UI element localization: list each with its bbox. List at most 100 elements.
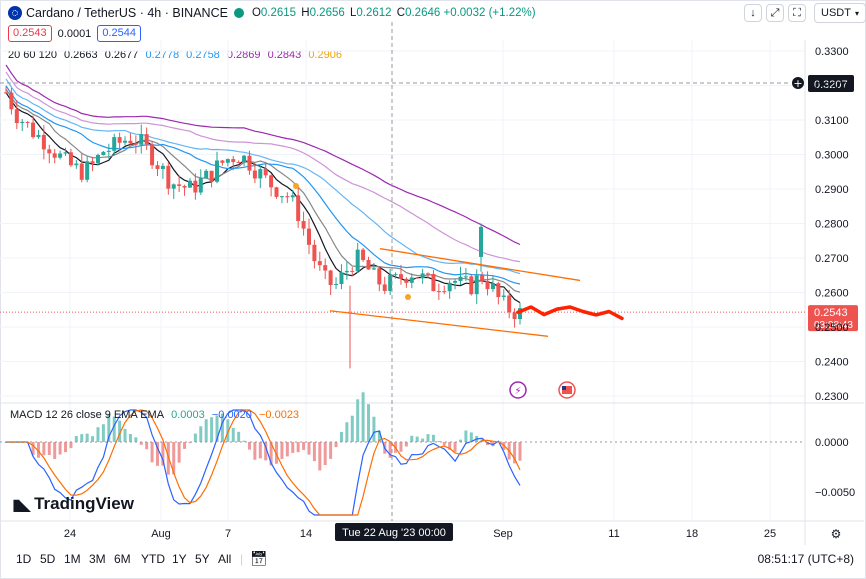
price-tick-label: 0.2700: [815, 253, 849, 265]
expand-icon[interactable]: ⤢: [766, 4, 784, 22]
last-price-label: 0.2543: [814, 307, 848, 319]
macd-tick-label: 0.0000: [815, 437, 849, 449]
macd-histogram-bar: [123, 428, 127, 442]
candle-body: [290, 195, 295, 198]
candle-body: [4, 92, 8, 94]
fullscreen-icon[interactable]: ⛶: [788, 4, 806, 22]
candle-body: [36, 134, 41, 138]
candle-body: [252, 170, 257, 179]
candle-body: [112, 137, 117, 151]
tf-1y[interactable]: 1Y: [172, 552, 187, 566]
macd-histogram-bar: [318, 442, 322, 471]
candle-body: [209, 170, 214, 182]
macd-histogram-bar: [112, 416, 116, 442]
clock[interactable]: 08:51:17 (UTC+8): [757, 552, 854, 566]
macd-histogram-bar: [69, 442, 73, 449]
candle-body: [128, 140, 133, 144]
macd-histogram-bar: [388, 442, 392, 458]
macd-histogram-bar: [350, 415, 354, 442]
ma-value: 0.2758: [186, 49, 220, 61]
candle-body: [420, 273, 425, 279]
channel-upper-line: [379, 248, 581, 282]
signal-marker: [293, 183, 299, 189]
macd-signal-line: [6, 409, 521, 516]
tf-5y[interactable]: 5Y: [195, 552, 210, 566]
macd-histogram-bar: [193, 433, 197, 442]
buy-sell-panel: 0.2543 0.0001 0.2544: [8, 25, 141, 42]
sell-price-button[interactable]: 0.2543: [8, 25, 52, 42]
macd-histogram-bar: [42, 442, 46, 456]
candle-body: [166, 165, 171, 189]
candle-body: [296, 195, 301, 222]
calendar-icon[interactable]: 📅︎: [250, 550, 268, 566]
candle-body: [447, 282, 452, 292]
buy-price-button[interactable]: 0.2544: [97, 25, 141, 42]
macd-histogram-bar: [280, 442, 284, 459]
macd-histogram-bar: [361, 392, 365, 442]
macd-histogram-bar: [323, 442, 327, 466]
tf-3m[interactable]: 3M: [89, 552, 106, 566]
close-key: C: [396, 7, 406, 19]
candle-body: [90, 161, 95, 164]
candle-body: [442, 291, 447, 293]
macd-histogram-bar: [53, 442, 57, 459]
candle-body: [123, 140, 128, 143]
tf-6m[interactable]: 6M: [114, 552, 131, 566]
macd-histogram-bar: [96, 427, 100, 442]
macd-histogram-bar: [139, 442, 143, 445]
channel-lower-line: [329, 310, 549, 337]
candle-body: [398, 274, 403, 279]
tf-all[interactable]: All: [218, 552, 232, 566]
tf-1d[interactable]: 1D: [16, 552, 32, 566]
candle-body: [339, 272, 344, 285]
macd-histogram-bar: [513, 442, 517, 464]
macd-histogram-bar: [172, 442, 176, 475]
candle-body: [198, 178, 203, 193]
time-tick-label: 14: [300, 528, 312, 540]
macd-histogram-bar: [285, 442, 289, 457]
gear-icon: ⚙: [831, 527, 842, 541]
crosshair-price-label: 0.3207: [814, 79, 848, 91]
candle-body: [431, 273, 436, 292]
macd-histogram-bar: [58, 442, 62, 455]
tradingview-mark-icon: ▮◣: [12, 494, 31, 514]
macd-histogram-bar: [118, 420, 122, 442]
macd-histogram-bar: [372, 416, 376, 442]
macd-histogram-bar: [339, 431, 343, 442]
candle-body: [382, 284, 387, 291]
candle-body: [317, 261, 322, 266]
macd-histogram-bar: [329, 442, 333, 459]
chart-controls: ↓ ⤢ ⛶ USDT ▾: [744, 3, 866, 23]
tradingview-logo[interactable]: ▮◣ TradingView: [12, 494, 134, 514]
macd-legend[interactable]: MACD 12 26 close 9 EMA EMA 0.0003 −0.002…: [10, 409, 303, 421]
macd-histogram-bar: [264, 442, 268, 461]
currency-label: USDT: [821, 7, 851, 19]
symbol-title[interactable]: Cardano / TetherUS · 4h · BINANCE: [8, 6, 228, 20]
time-tick-label: 18: [686, 528, 698, 540]
macd-histogram-bar: [31, 442, 35, 456]
candle-body: [47, 149, 52, 154]
close-value: 0.2646: [405, 7, 441, 19]
candle-body: [52, 153, 57, 158]
candle-body: [344, 270, 349, 273]
forecast-path: [516, 305, 624, 321]
tf-1m[interactable]: 1M: [64, 552, 81, 566]
ma-aux-line: [5, 71, 521, 263]
ma-legend[interactable]: 20 60 120 0.2663 0.2677 0.2778 0.2758 0.…: [8, 49, 346, 61]
macd-histogram-bar: [91, 436, 95, 442]
download-icon[interactable]: ↓: [744, 4, 762, 22]
macd-histogram-bar: [85, 433, 89, 442]
candle-body: [95, 155, 100, 164]
macd-histogram-bar: [469, 432, 473, 442]
tf-ytd[interactable]: YTD: [141, 552, 165, 566]
tf-5d[interactable]: 5D: [40, 552, 56, 566]
currency-select[interactable]: USDT ▾: [814, 3, 866, 23]
flag-stripes: [562, 386, 572, 394]
macd-histogram-bar: [421, 438, 425, 442]
macd-histogram-bar: [296, 442, 300, 453]
candle-body: [150, 144, 155, 166]
chevron-down-icon: ▾: [854, 8, 859, 18]
ma120-line: [5, 64, 521, 246]
open-key: O: [251, 7, 261, 19]
